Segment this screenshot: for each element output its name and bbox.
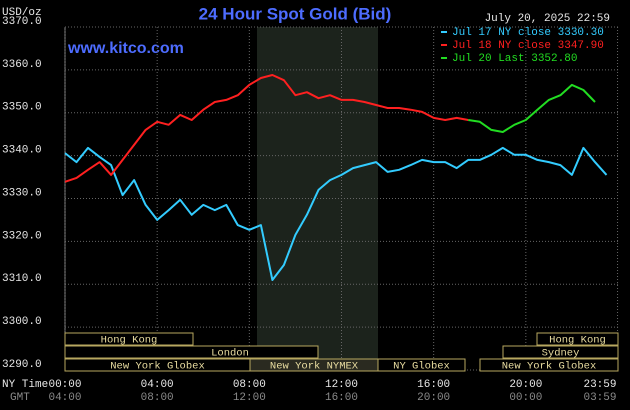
session-label: New York NYMEX	[270, 360, 359, 372]
y-tick-label: 3350.0	[2, 102, 42, 114]
session-label: Hong Kong	[549, 334, 606, 346]
y-tick-label: 3360.0	[2, 59, 42, 71]
y-tick-label: 3370.0	[2, 16, 42, 28]
y-tick-label: 3290.0	[2, 359, 42, 371]
y-tick-label: 3310.0	[2, 273, 42, 285]
legend-label: Jul 17 NY close 3330.30	[452, 27, 604, 39]
x-tick-label: 16:00	[417, 379, 450, 391]
y-tick-label: 3340.0	[2, 145, 42, 157]
series-line	[64, 74, 469, 183]
session-label: Sydney	[542, 347, 580, 359]
x2-tick-label: 08:00	[141, 392, 174, 404]
session-label: New York Globex	[502, 360, 597, 372]
x2-tick-label: 00:00	[509, 392, 542, 404]
x-axis-label: NY Time	[2, 379, 48, 391]
x2-tick-label: 16:00	[325, 392, 358, 404]
session-label: Hong Kong	[101, 334, 158, 346]
chart-title: 24 Hour Spot Gold (Bid)	[199, 4, 392, 23]
y-tick-label: 3300.0	[2, 316, 42, 328]
x2-tick-label: 04:00	[48, 392, 81, 404]
x-tick-label: 00:00	[48, 379, 81, 391]
session-label: NY Globex	[393, 360, 450, 372]
session-box	[64, 345, 319, 359]
session-box	[377, 358, 466, 372]
site-label: www.kitco.com	[67, 40, 184, 57]
session-box	[64, 332, 194, 346]
x2-tick-label: 03:59	[583, 392, 616, 404]
x-tick-label: 04:00	[141, 379, 174, 391]
session-label: New York Globex	[110, 360, 205, 372]
series-line	[468, 83, 596, 133]
x2-tick-label: 20:00	[417, 392, 450, 404]
x-tick-label: 12:00	[325, 379, 358, 391]
session-label: London	[211, 347, 249, 359]
x2-axis-label: GMT	[10, 392, 30, 404]
y-axis-label: USD/oz	[2, 7, 42, 19]
legend-label: Jul 20 Last 3352.80	[452, 53, 577, 65]
legend-label: Jul 18 NY close 3347.90	[452, 40, 604, 52]
x2-tick-label: 12:00	[233, 392, 266, 404]
session-box	[536, 332, 619, 346]
x-tick-label: 23:59	[583, 379, 616, 391]
y-tick-label: 3330.0	[2, 187, 42, 199]
x-tick-label: 08:00	[233, 379, 266, 391]
date-label: July 20, 2025 22:59	[485, 13, 610, 25]
y-tick-label: 3320.0	[2, 230, 42, 242]
x-tick-label: 20:00	[509, 379, 542, 391]
session-box	[502, 345, 619, 359]
session-box	[479, 358, 619, 372]
series-line	[64, 146, 608, 281]
